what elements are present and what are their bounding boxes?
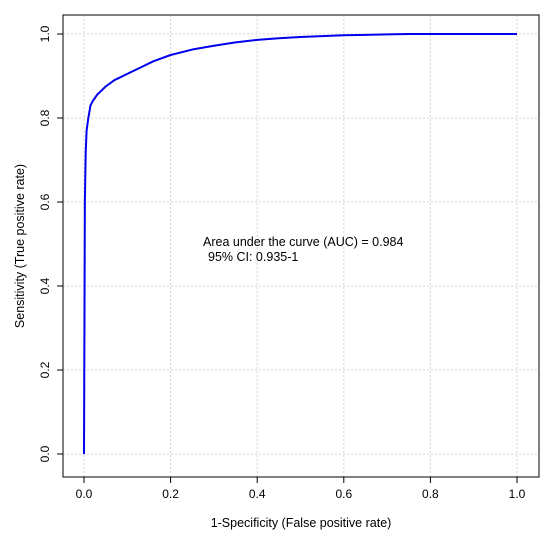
ci-annotation: 95% CI: 0.935-1 [208, 250, 298, 264]
x-tick-label: 0.4 [249, 487, 266, 501]
y-tick-label: 0.8 [38, 109, 52, 126]
y-tick-label: 0.0 [38, 445, 52, 462]
roc-curve-line [83, 33, 517, 455]
grid [63, 15, 539, 477]
series-layer [83, 33, 517, 455]
plot-frame [62, 14, 540, 478]
x-axis-label: 1-Specificity (False positive rate) [211, 516, 392, 530]
x-tick-label: 0.2 [162, 487, 179, 501]
y-tick-label: 0.4 [38, 277, 52, 294]
x-tick-label: 0.8 [422, 487, 439, 501]
y-tick-label: 1.0 [38, 25, 52, 42]
y-tick-label: 0.6 [38, 193, 52, 210]
y-axis-label: Sensitivity (True positive rate) [13, 164, 27, 328]
auc-annotation: Area under the curve (AUC) = 0.984 [203, 235, 403, 249]
x-tick-label: 1.0 [509, 487, 526, 501]
y-tick-label: 0.2 [38, 361, 52, 378]
x-tick-label: 0.6 [335, 487, 352, 501]
axis-ticks: 0.0 0.2 0.4 0.6 0.8 1.0 0.0 0.2 0.4 0.6 0.8 1.0 [38, 25, 526, 501]
x-tick-label: 0.0 [76, 487, 93, 501]
